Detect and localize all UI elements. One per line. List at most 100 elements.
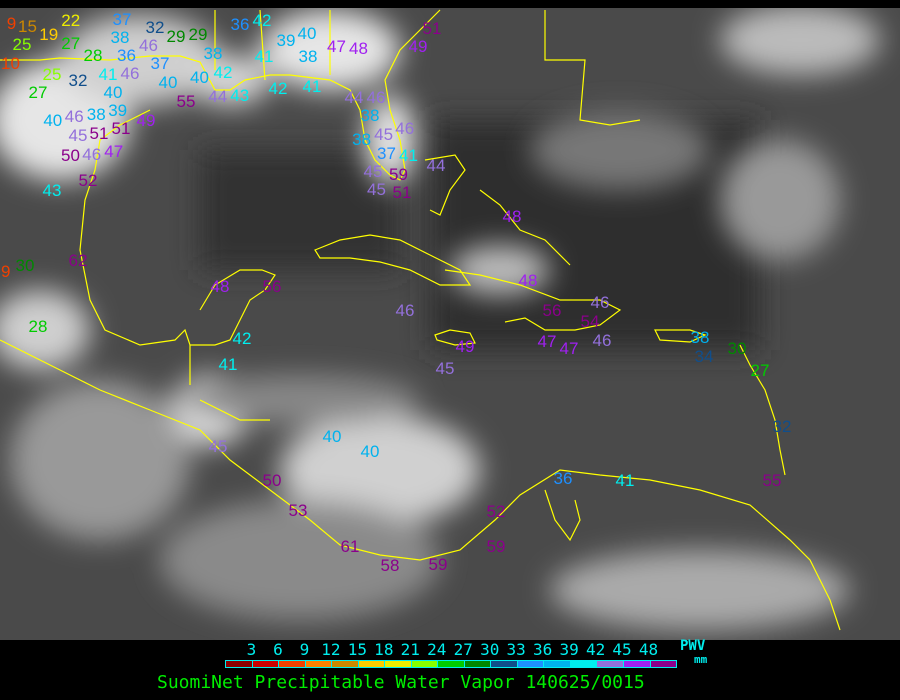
pwv-station-value: 38 <box>110 27 130 47</box>
pwv-station-value: 46 <box>64 107 84 127</box>
pwv-station-value: 37 <box>150 54 170 74</box>
pwv-station-value: 39 <box>276 30 296 50</box>
pwv-station-value: 45 <box>435 358 455 378</box>
pwv-station-value: 38 <box>298 46 318 66</box>
legend-unit-label: PWV <box>680 638 706 654</box>
color-swatch <box>544 661 571 667</box>
pwv-station-value: 45 <box>68 126 88 146</box>
color-swatch <box>358 661 386 667</box>
pwv-station-value: 28 <box>83 45 103 65</box>
color-swatch <box>438 661 465 667</box>
pwv-station-value: 49 <box>136 110 156 130</box>
pwv-station-value: 10 <box>1 53 20 73</box>
pwv-station-value: 45 <box>374 125 394 145</box>
pwv-station-value: 52 <box>486 501 506 521</box>
pwv-station-value: 45 <box>363 161 383 181</box>
pwv-station-value: 25 <box>42 64 62 84</box>
pwv-station-value: 44 <box>208 87 228 106</box>
legend-tick: 45 <box>612 640 632 659</box>
pwv-station-value: 42 <box>213 62 233 82</box>
pwv-station-value: 36 <box>117 46 136 66</box>
pwv-station-value: 55 <box>176 91 196 111</box>
pwv-station-value: 55 <box>762 470 782 490</box>
pwv-station-value: 27 <box>28 82 48 102</box>
pwv-station-value: 41 <box>399 146 418 166</box>
legend-tick: 48 <box>638 640 659 659</box>
pwv-station-value: 47 <box>537 331 557 351</box>
pwv-station-value: 42 <box>252 10 272 30</box>
pwv-station-value: 41 <box>615 470 635 490</box>
color-swatch <box>279 661 306 667</box>
pwv-station-value: 41 <box>98 64 118 84</box>
color-swatch <box>650 661 677 667</box>
pwv-station-value: 46 <box>395 300 415 320</box>
pwv-station-value: 43 <box>230 85 250 105</box>
color-swatch <box>623 661 651 667</box>
pwv-station-value: 51 <box>392 183 412 203</box>
pwv-station-value: 54 <box>580 311 600 331</box>
color-swatch <box>570 661 598 667</box>
pwv-station-value: 56 <box>262 276 282 296</box>
pwv-station-value: 9 <box>6 13 17 33</box>
color-swatch <box>491 661 518 667</box>
pwv-station-value: 9 <box>1 261 11 281</box>
legend-tick: 39 <box>559 640 579 659</box>
legend-tick: 24 <box>427 640 447 659</box>
legend-tick: 15 <box>347 640 367 659</box>
pwv-station-value: 52 <box>78 170 98 190</box>
pwv-station-value: 39 <box>108 101 128 121</box>
pwv-station-value: 40 <box>190 68 209 87</box>
color-swatch <box>305 661 333 667</box>
pwv-station-value: 48 <box>349 38 368 58</box>
pwv-station-value: 38 <box>690 328 710 347</box>
pwv-station-value: 51 <box>111 119 131 139</box>
legend-tick: 6 <box>273 640 283 659</box>
pwv-station-value: 47 <box>559 338 579 358</box>
pwv-station-value: 46 <box>82 144 102 164</box>
color-swatch <box>411 661 439 667</box>
pwv-station-value: 29 <box>188 24 208 44</box>
pwv-station-value: 32 <box>68 70 88 90</box>
pwv-station-value: 41 <box>218 354 238 374</box>
legend-tick: 18 <box>374 640 394 659</box>
pwv-station-value: 50 <box>262 470 282 490</box>
pwv-station-value: 44 <box>426 155 446 175</box>
pwv-station-value: 45 <box>208 436 228 456</box>
pwv-station-value: 46 <box>120 64 140 84</box>
legend-tick: 27 <box>453 640 473 659</box>
pwv-station-value: 44 <box>344 88 364 108</box>
satellite-map <box>0 8 900 640</box>
pwv-station-value: 42 <box>268 78 288 98</box>
pwv-station-value: 47 <box>327 36 346 56</box>
pwv-station-value: 22 <box>61 10 81 30</box>
pwv-station-value: 48 <box>518 270 538 290</box>
legend-tick: 36 <box>533 640 553 659</box>
pwv-station-value: 38 <box>203 43 223 63</box>
legend-tick: 21 <box>400 640 420 659</box>
pwv-station-value: 46 <box>590 293 610 313</box>
pwv-station-value: 56 <box>542 300 562 320</box>
pwv-station-value: 50 <box>61 145 80 165</box>
pwv-station-value: 41 <box>254 46 274 66</box>
pwv-station-value: 37 <box>112 9 132 29</box>
pwv-station-value: 58 <box>380 555 400 575</box>
color-swatch <box>226 661 253 667</box>
pwv-station-value: 38 <box>360 106 380 126</box>
pwv-station-value: 38 <box>86 104 106 124</box>
legend-tick: 33 <box>506 640 526 659</box>
pwv-station-value: 40 <box>43 110 63 130</box>
pwv-station-value: 47 <box>104 141 124 161</box>
pwv-station-value: 51 <box>422 18 442 38</box>
pwv-station-value: 32 <box>145 17 165 37</box>
pwv-station-value: 48 <box>502 206 522 226</box>
color-swatch <box>597 661 624 667</box>
pwv-station-value: 53 <box>288 500 308 520</box>
pwv-station-value: 29 <box>166 26 186 46</box>
pwv-station-value: 40 <box>297 23 317 43</box>
pwv-station-value: 43 <box>42 180 62 200</box>
pwv-station-value: 34 <box>694 347 714 366</box>
pwv-station-value: 40 <box>103 82 123 102</box>
coastlines <box>0 9 841 631</box>
pwv-station-value: 46 <box>366 88 386 108</box>
pwv-station-value: 36 <box>553 468 573 488</box>
